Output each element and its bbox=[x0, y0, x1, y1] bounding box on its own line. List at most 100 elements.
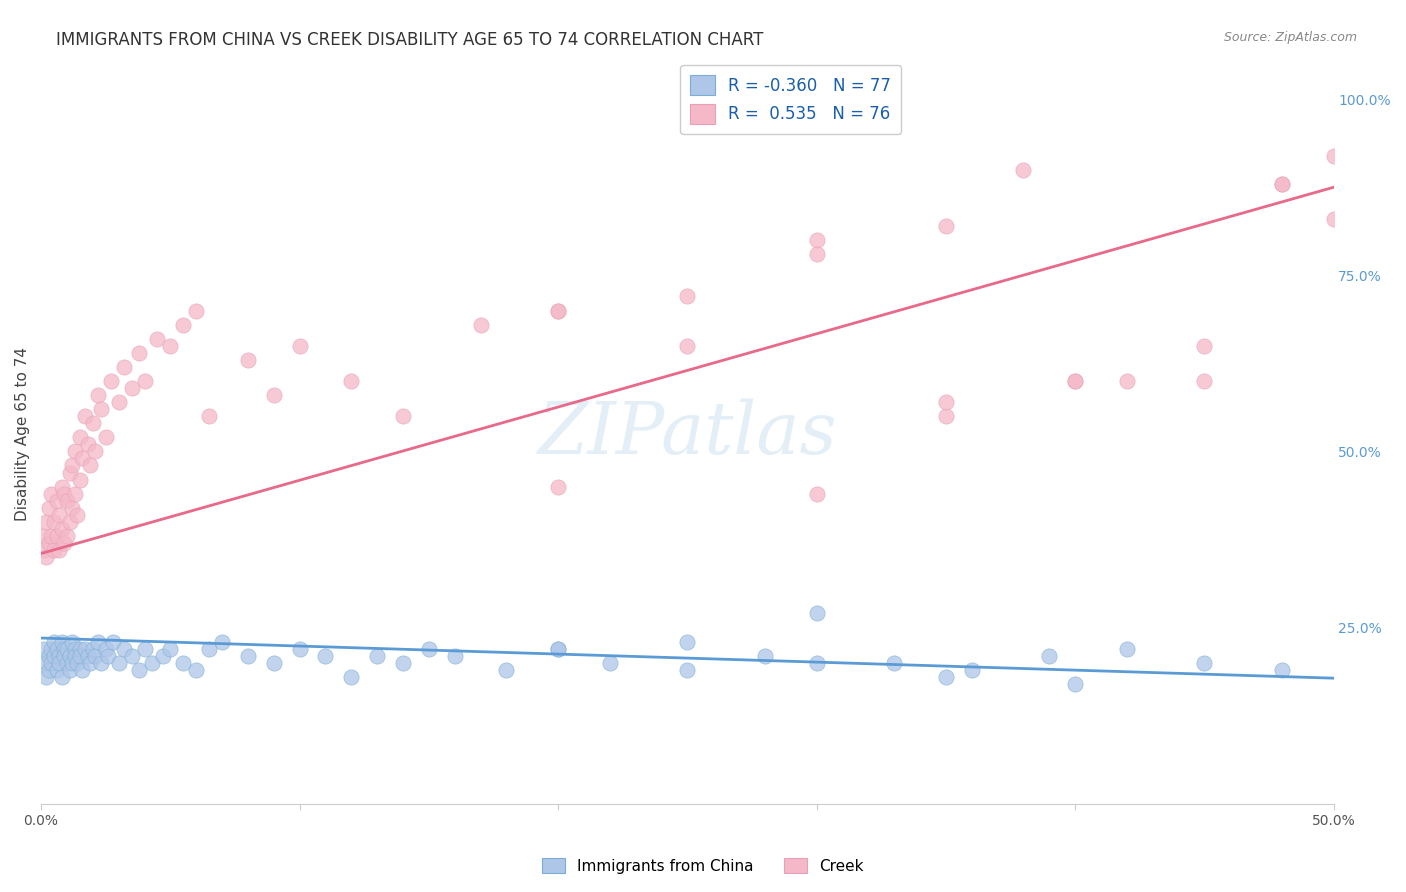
Point bbox=[73, 409, 96, 424]
Point bbox=[38, 500, 60, 515]
Point bbox=[121, 381, 143, 395]
Point bbox=[48, 656, 70, 670]
Point bbox=[1271, 177, 1294, 191]
Point bbox=[128, 663, 150, 677]
Point bbox=[58, 515, 80, 529]
Point bbox=[112, 641, 135, 656]
Point bbox=[495, 663, 517, 677]
Point bbox=[1038, 648, 1060, 663]
Point bbox=[42, 543, 65, 558]
Point bbox=[288, 339, 311, 353]
Point bbox=[806, 486, 828, 500]
Point bbox=[58, 648, 80, 663]
Point bbox=[51, 670, 73, 684]
Point bbox=[935, 670, 957, 684]
Point bbox=[42, 634, 65, 648]
Point bbox=[32, 641, 55, 656]
Point bbox=[69, 430, 91, 444]
Legend: R = -0.360   N = 77, R =  0.535   N = 76: R = -0.360 N = 77, R = 0.535 N = 76 bbox=[681, 65, 901, 134]
Point bbox=[87, 388, 110, 402]
Point bbox=[547, 303, 569, 318]
Point bbox=[1194, 374, 1216, 388]
Text: Source: ZipAtlas.com: Source: ZipAtlas.com bbox=[1223, 31, 1357, 45]
Point bbox=[53, 536, 76, 550]
Text: ZIPatlas: ZIPatlas bbox=[537, 399, 837, 469]
Point bbox=[84, 444, 107, 458]
Point bbox=[69, 648, 91, 663]
Point bbox=[198, 409, 221, 424]
Y-axis label: Disability Age 65 to 74: Disability Age 65 to 74 bbox=[15, 347, 30, 521]
Point bbox=[547, 303, 569, 318]
Point bbox=[236, 648, 259, 663]
Point bbox=[76, 437, 98, 451]
Point bbox=[263, 388, 285, 402]
Point bbox=[60, 500, 83, 515]
Point bbox=[32, 529, 55, 543]
Point bbox=[806, 656, 828, 670]
Point bbox=[172, 656, 194, 670]
Point bbox=[63, 648, 86, 663]
Point bbox=[94, 641, 117, 656]
Point bbox=[263, 656, 285, 670]
Point bbox=[76, 648, 98, 663]
Point bbox=[141, 656, 163, 670]
Point bbox=[48, 648, 70, 663]
Point bbox=[41, 529, 63, 543]
Point bbox=[63, 444, 86, 458]
Point bbox=[60, 634, 83, 648]
Point bbox=[676, 339, 699, 353]
Point bbox=[935, 395, 957, 409]
Point bbox=[53, 486, 76, 500]
Point bbox=[806, 607, 828, 621]
Point bbox=[883, 656, 905, 670]
Point bbox=[87, 634, 110, 648]
Point bbox=[107, 656, 129, 670]
Point bbox=[107, 395, 129, 409]
Point bbox=[97, 648, 120, 663]
Point bbox=[806, 233, 828, 247]
Point bbox=[1271, 177, 1294, 191]
Point bbox=[470, 318, 492, 332]
Point bbox=[56, 493, 79, 508]
Point bbox=[159, 641, 181, 656]
Point bbox=[676, 634, 699, 648]
Point bbox=[42, 648, 65, 663]
Point bbox=[72, 663, 94, 677]
Point bbox=[58, 663, 80, 677]
Point bbox=[1194, 656, 1216, 670]
Point bbox=[935, 219, 957, 233]
Point bbox=[366, 648, 388, 663]
Point bbox=[41, 486, 63, 500]
Point bbox=[1271, 663, 1294, 677]
Point bbox=[134, 374, 156, 388]
Point bbox=[63, 641, 86, 656]
Point bbox=[90, 656, 112, 670]
Point bbox=[676, 289, 699, 303]
Point bbox=[159, 339, 181, 353]
Point bbox=[45, 641, 67, 656]
Point bbox=[340, 374, 363, 388]
Point bbox=[53, 641, 76, 656]
Point bbox=[676, 663, 699, 677]
Point bbox=[152, 648, 174, 663]
Point bbox=[547, 641, 569, 656]
Point bbox=[1194, 339, 1216, 353]
Point bbox=[288, 641, 311, 656]
Point bbox=[56, 529, 79, 543]
Point bbox=[73, 641, 96, 656]
Point bbox=[392, 409, 415, 424]
Text: IMMIGRANTS FROM CHINA VS CREEK DISABILITY AGE 65 TO 74 CORRELATION CHART: IMMIGRANTS FROM CHINA VS CREEK DISABILIT… bbox=[56, 31, 763, 49]
Point bbox=[45, 493, 67, 508]
Point bbox=[63, 486, 86, 500]
Point bbox=[128, 346, 150, 360]
Point bbox=[935, 409, 957, 424]
Point bbox=[1064, 374, 1087, 388]
Point bbox=[60, 458, 83, 473]
Point bbox=[146, 332, 169, 346]
Point bbox=[32, 543, 55, 558]
Point bbox=[53, 648, 76, 663]
Point bbox=[38, 663, 60, 677]
Point bbox=[547, 480, 569, 494]
Point bbox=[48, 508, 70, 522]
Point bbox=[35, 670, 58, 684]
